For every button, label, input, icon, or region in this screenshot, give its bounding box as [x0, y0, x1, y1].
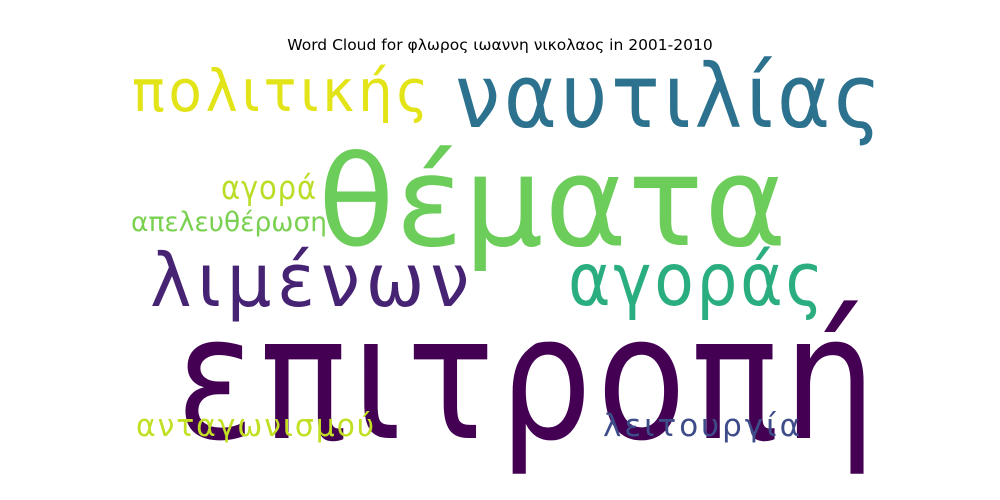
word-8: απελευθέρωση	[131, 207, 327, 238]
word-7: αγορά	[221, 168, 317, 207]
word-3: ναυτιλίας	[455, 45, 885, 148]
word-2: θέματα	[318, 130, 788, 275]
chart-title: Word Cloud for φλωρος ιωαννη νικολαος in…	[287, 36, 713, 54]
word-6: πολιτικής	[132, 57, 432, 125]
word-10: λειτουργία	[603, 408, 803, 444]
word-9: ανταγωνισμού	[136, 408, 376, 444]
word-5: αγοράς	[568, 238, 826, 323]
word-4: λιμένων	[150, 238, 475, 324]
word-1: επιτροπή	[176, 278, 881, 479]
